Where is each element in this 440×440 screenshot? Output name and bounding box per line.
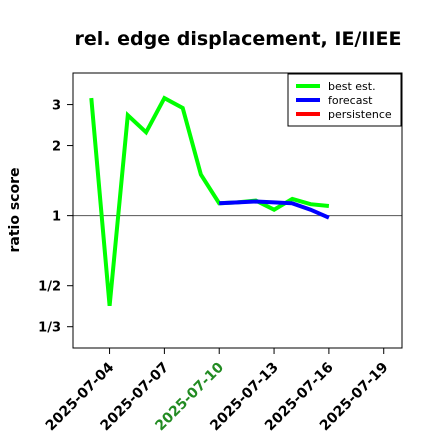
legend-label: forecast: [328, 94, 373, 107]
y-tick-label: 1/2: [38, 280, 61, 295]
x-axis: 2025-07-042025-07-072025-07-102025-07-13…: [43, 348, 392, 434]
series-line-best-est: [89, 95, 330, 306]
legend-label: persistence: [328, 108, 392, 121]
plot-frame: [72, 72, 403, 349]
series-layer: [89, 95, 330, 306]
y-tick-label: 2: [52, 140, 61, 155]
y-axis-label: ratio score: [7, 168, 23, 253]
y-axis: 1/3 1/2 1 2 3: [38, 99, 73, 336]
y-tick-label: 1/3: [38, 321, 61, 336]
series-line-forecast: [219, 199, 330, 220]
chart-title: rel. edge displacement, IE/IIEE: [75, 28, 402, 50]
legend-label: best est.: [328, 80, 376, 93]
y-tick-label: 3: [52, 99, 61, 114]
y-tick-label: 1: [52, 210, 61, 225]
